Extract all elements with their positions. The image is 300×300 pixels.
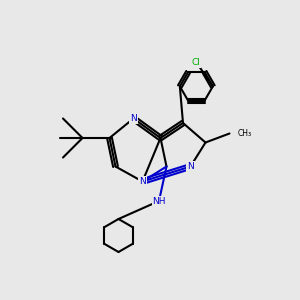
Text: N: N: [187, 162, 194, 171]
Text: N: N: [130, 114, 137, 123]
Text: NH: NH: [152, 196, 166, 206]
Text: N: N: [139, 177, 146, 186]
Text: Cl: Cl: [192, 58, 201, 67]
Text: CH₃: CH₃: [238, 129, 252, 138]
